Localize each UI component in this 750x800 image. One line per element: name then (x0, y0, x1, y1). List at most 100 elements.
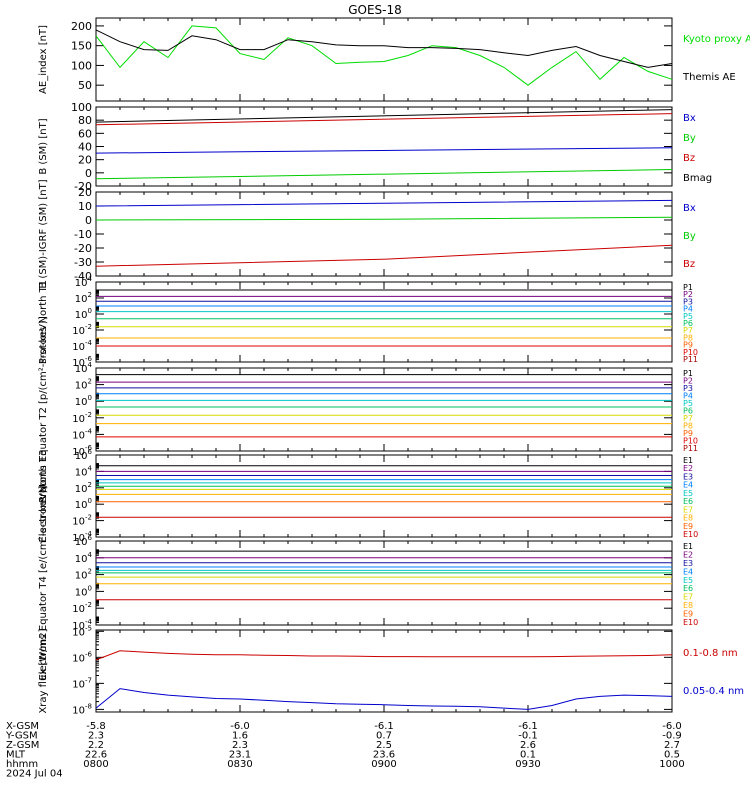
y-tick-label: 102 (75, 378, 92, 392)
ephemeris-value: -5.8 (86, 721, 106, 732)
series-line-0-05-0-4-nm (95, 688, 673, 710)
legend-label: E5 (683, 489, 693, 498)
panel-frame (95, 540, 673, 626)
y-tick-label: -20 (74, 180, 92, 193)
legend-label: P9 (683, 341, 693, 350)
y-tick-label: 150 (71, 40, 92, 53)
y-tick-exponent: 2 (88, 291, 92, 299)
y-tick-label: 10 (78, 200, 92, 213)
y-tick-exponent: -4 (85, 618, 93, 626)
legend-label: E6 (683, 497, 693, 506)
legend-label: E3 (683, 472, 693, 481)
ephemeris-value: -6.0 (662, 721, 682, 732)
y-tick-label: 10-6 (72, 650, 92, 664)
ephemeris-value: -6.1 (374, 721, 394, 732)
legend-label: P1 (683, 283, 693, 292)
ephemeris-value: 23.6 (373, 750, 395, 761)
y-tick-label: 200 (71, 20, 92, 33)
ephemeris-value: 2.7 (664, 740, 680, 751)
legend-label: P1 (683, 369, 693, 378)
panel-frame (95, 281, 673, 363)
y-tick-exponent: 0 (88, 394, 92, 402)
y-tick-label: 0 (85, 167, 92, 180)
y-tick-labels: 10-5 10-6 10-7 10-8 (72, 624, 92, 716)
legend-label: P10 (683, 348, 698, 357)
series-line-by (95, 169, 673, 180)
panel-frame (95, 17, 673, 102)
y-axis-label: Protons Equator T2 [p/(cm²-s-sr-keV)] (38, 316, 49, 503)
y-tick-label: 106 (75, 534, 93, 548)
y-axis-label: Electrons Equator T4 [e/(cm²-s-sr-keV)] (38, 485, 49, 680)
y-tick-label: 10-5 (72, 624, 92, 638)
ephemeris-value: 2.2 (88, 740, 104, 751)
y-tick-label: 100 (71, 59, 92, 72)
y-tick-exponent: -6 (85, 355, 93, 363)
ephemeris-row-label: Y-GSM (5, 731, 38, 742)
series-line-kyoto-proxy-ae (95, 25, 673, 86)
panel-1: 50 100 150 200 AE_index [nT] Kyoto proxy AE Th… (38, 17, 750, 102)
series-line-bx (95, 199, 673, 207)
series-line-themis-ae (95, 29, 673, 68)
y-tick-label: 0 (85, 214, 92, 227)
plot-title: GOES-18 (348, 3, 402, 17)
legend-label: P8 (683, 422, 693, 431)
y-tick-exponent: -7 (85, 676, 92, 684)
legend-label: E5 (683, 576, 693, 585)
legend-label: E2 (683, 550, 693, 559)
y-tick-label: 40 (78, 141, 92, 154)
y-tick-exponent: -2 (85, 514, 92, 522)
legend-label: E7 (683, 505, 693, 514)
legend-label: E1 (683, 456, 693, 465)
y-tick-label: 10-2 (72, 411, 92, 425)
ephemeris-value: -6.0 (230, 721, 250, 732)
y-tick-label: 104 (75, 464, 93, 478)
legend-label: E2 (683, 464, 693, 473)
y-tick-exponent: 0 (88, 584, 92, 592)
ephemeris-row-label: hhmm (6, 759, 38, 770)
y-tick-label: 10-7 (72, 676, 92, 690)
y-axis-label: Electrons North T3 (38, 449, 49, 542)
series-lines (95, 109, 673, 180)
ephemeris-row-label: MLT (6, 750, 26, 761)
legend-label: Bmag (683, 173, 712, 184)
legend-label: E6 (683, 584, 693, 593)
legend-label: E9 (683, 610, 693, 619)
ephemeris-value: 2.3 (88, 731, 104, 742)
ephemeris-value: 0930 (515, 759, 540, 770)
y-axis-label: Protons North T1 (38, 280, 49, 364)
y-tick-label: 10-2 (72, 323, 92, 337)
legend-label: E4 (683, 481, 693, 490)
series-line-bx (95, 147, 673, 154)
legend-label: Bz (683, 153, 695, 164)
legend-label: 0.1-0.8 nm (683, 648, 738, 659)
y-tick-exponent: 6 (88, 448, 93, 456)
ephemeris-value: 2.5 (376, 740, 392, 751)
legend-label: P5 (683, 312, 693, 321)
y-tick-exponent: -5 (85, 624, 92, 632)
legend-label: E8 (683, 601, 693, 610)
legend-label: Bz (683, 259, 695, 270)
y-tick-exponent: -6 (85, 444, 93, 452)
y-tick-exponent: -2 (85, 601, 92, 609)
y-tick-label: 100 (75, 307, 92, 321)
y-tick-label: -40 (74, 270, 92, 283)
legend-label: P2 (683, 377, 693, 386)
ephemeris-value: 0.1 (520, 750, 536, 761)
legend-label: By (683, 231, 696, 242)
legend-label: E10 (683, 530, 698, 539)
ephemeris-value: 0.7 (376, 731, 392, 742)
legend-label: P3 (683, 384, 693, 393)
panel-frame (95, 367, 673, 452)
y-tick-label: 80 (78, 114, 92, 127)
y-tick-exponent: 4 (88, 275, 93, 283)
ephemeris-value: 22.6 (85, 750, 107, 761)
series-line-bz (95, 113, 673, 126)
panel-frame (95, 454, 673, 538)
legend-label: E4 (683, 567, 693, 576)
y-tick-label: 100 (71, 101, 92, 114)
